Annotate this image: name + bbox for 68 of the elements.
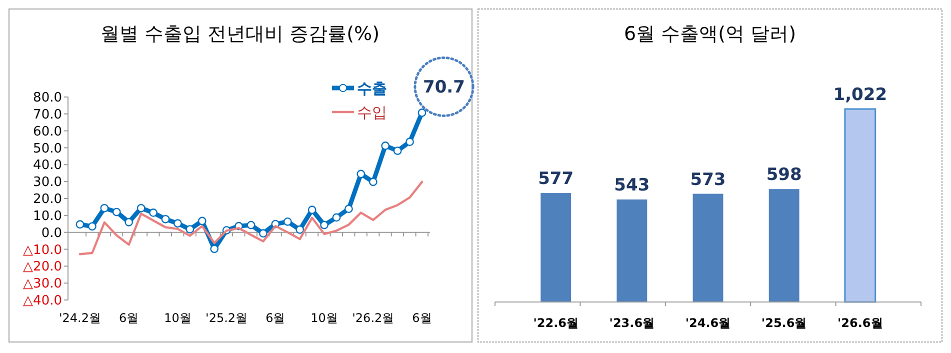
point [136,204,146,212]
y-tick-label: 40.0 [33,158,62,174]
data-label: 598 [766,165,802,186]
bar [692,194,724,302]
point [88,222,96,231]
data-label: 573 [690,170,726,190]
x-tick-label: 6월 [119,311,139,325]
x-tick-label: '26.2월 [352,311,394,325]
point [406,138,414,146]
point [124,218,134,226]
y-tick-label: △20.0 [23,260,62,275]
line-series [78,180,424,256]
y-tick-label: 10.0 [33,208,62,224]
x-tick-label: 10월 [164,311,192,325]
point [381,142,390,150]
point [344,204,353,214]
point [210,244,219,254]
data-label: 577 [538,169,574,190]
y-tick-label: 30.0 [33,175,62,190]
y-tick-label: 60.0 [33,124,62,140]
point [368,178,378,186]
x-tick-label: 6월 [266,311,286,325]
point [174,219,182,228]
point [332,213,341,222]
point [198,216,206,226]
annotation: 70.7 [423,78,465,98]
x-tick-label: '25.6월 [761,316,807,330]
x-tick-label: 10월 [310,311,338,325]
point [283,217,292,226]
y-tick-label: △30.0 [23,276,62,292]
x-tick-label: '22.6월 [533,316,578,330]
point [186,225,194,234]
x-tick-label: '26.6월 [838,316,883,330]
x-tick-label: '24.2월 [58,311,102,325]
y-tick-label: 80.0 [33,90,62,106]
x-tick-label: '23.6월 [609,316,655,330]
point [393,146,402,155]
chart-title: 6월 수출액(억 달러) [624,23,796,45]
point [308,206,316,214]
legend-label: 수출 [357,79,387,98]
y-tick-label: 20.0 [33,192,62,208]
point [112,208,121,216]
point [296,225,304,234]
point [259,229,268,238]
point [149,208,158,217]
point [418,108,426,117]
y-tick-label: 0.0 [41,226,62,241]
bar [540,193,572,302]
bar [616,199,648,302]
point [100,204,109,212]
point [320,220,328,230]
point [76,220,84,229]
bar [844,108,876,303]
data-label: 543 [614,175,650,196]
x-tick-label: '24.6월 [685,316,731,330]
x-tick-label: 6월 [412,311,432,325]
y-tick-label: △40.0 [23,294,62,309]
point [246,220,256,230]
point [161,214,170,224]
legend-label: 수입 [357,103,387,122]
bar [768,189,800,302]
y-tick-label: 70.0 [33,107,62,122]
data-label: 1,022 [833,85,888,105]
x-tick-label: '25.2월 [206,311,248,325]
y-tick-label: △10.0 [23,242,62,258]
point [356,170,366,178]
chart-title: 월별 수출입 전년대비 증감률(%) [100,23,380,45]
y-tick-label: 50.0 [33,141,62,156]
